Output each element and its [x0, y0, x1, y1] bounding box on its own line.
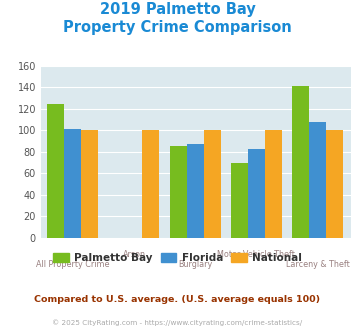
Text: All Property Crime: All Property Crime — [36, 260, 110, 269]
Text: Compared to U.S. average. (U.S. average equals 100): Compared to U.S. average. (U.S. average … — [34, 295, 321, 304]
Text: 2019 Palmetto Bay: 2019 Palmetto Bay — [100, 2, 255, 16]
Legend: Palmetto Bay, Florida, National: Palmetto Bay, Florida, National — [49, 248, 306, 267]
Bar — [265, 130, 282, 238]
Bar — [170, 147, 187, 238]
Bar — [64, 129, 81, 238]
Text: Property Crime Comparison: Property Crime Comparison — [63, 20, 292, 35]
Bar — [248, 148, 265, 238]
Bar — [292, 86, 309, 238]
Text: Motor Vehicle Theft: Motor Vehicle Theft — [217, 249, 295, 259]
Bar — [326, 130, 343, 238]
Text: Arson: Arson — [122, 249, 146, 259]
Bar — [81, 130, 98, 238]
Bar — [204, 130, 220, 238]
Text: Larceny & Theft: Larceny & Theft — [285, 260, 349, 269]
Bar — [142, 130, 159, 238]
Text: © 2025 CityRating.com - https://www.cityrating.com/crime-statistics/: © 2025 CityRating.com - https://www.city… — [53, 319, 302, 326]
Bar — [187, 144, 204, 238]
Bar — [47, 104, 64, 238]
Bar — [309, 122, 326, 238]
Text: Burglary: Burglary — [178, 260, 212, 269]
Bar — [231, 162, 248, 238]
